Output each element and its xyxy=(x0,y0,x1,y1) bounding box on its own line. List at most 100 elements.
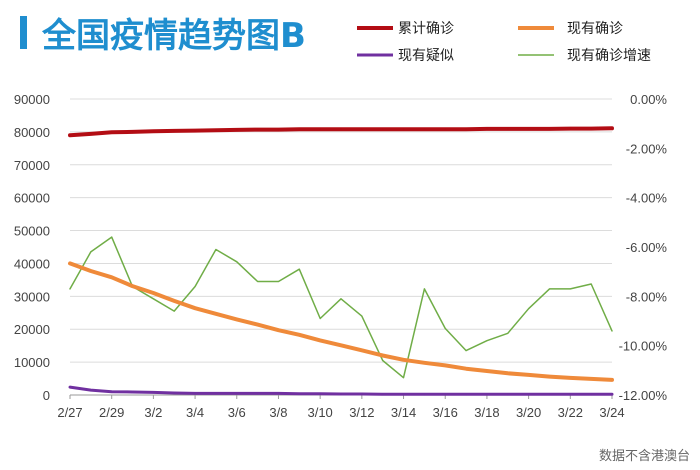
data-point xyxy=(382,128,384,130)
data-point xyxy=(257,281,259,283)
data-point xyxy=(278,329,280,331)
data-point xyxy=(111,131,113,133)
data-point xyxy=(486,340,488,342)
left-tick-label: 10000 xyxy=(14,355,50,370)
x-tick-label: 3/18 xyxy=(474,405,499,420)
data-point xyxy=(319,128,321,130)
data-point xyxy=(298,268,300,270)
data-point xyxy=(403,128,405,130)
data-point xyxy=(90,270,92,272)
data-point xyxy=(173,310,175,312)
data-point xyxy=(340,344,342,346)
right-tick-label: -6.00% xyxy=(626,240,668,255)
left-tick-label: 90000 xyxy=(14,92,50,107)
series-line-2 xyxy=(68,385,614,396)
legend-label-suspected: 现有疑似 xyxy=(398,48,454,64)
data-point xyxy=(90,251,92,253)
data-point xyxy=(361,349,363,351)
x-tick-label: 3/14 xyxy=(391,405,416,420)
data-point xyxy=(215,129,217,131)
data-point xyxy=(465,128,467,130)
data-point xyxy=(590,378,592,380)
data-point xyxy=(173,392,175,394)
legend: 累计确诊 现有确诊 现有疑似 现有确诊增速 xyxy=(357,21,651,64)
data-point xyxy=(194,392,196,394)
data-point xyxy=(69,134,71,136)
data-point xyxy=(611,393,613,395)
data-point xyxy=(257,392,259,394)
data-point xyxy=(423,288,425,290)
x-tick-label: 3/6 xyxy=(228,405,246,420)
x-tick-label: 3/20 xyxy=(516,405,541,420)
data-point xyxy=(278,129,280,131)
data-point xyxy=(236,318,238,320)
data-point xyxy=(215,249,217,251)
data-point xyxy=(465,350,467,352)
data-point xyxy=(236,392,238,394)
data-point xyxy=(194,130,196,132)
x-tick-label: 3/8 xyxy=(269,405,287,420)
source-note: 数据不含港澳台 xyxy=(599,448,690,464)
data-point xyxy=(257,324,259,326)
data-point xyxy=(486,393,488,395)
data-point xyxy=(194,286,196,288)
data-point xyxy=(152,292,154,294)
data-point xyxy=(111,391,113,393)
data-point xyxy=(569,288,571,290)
data-point xyxy=(173,300,175,302)
series-lines xyxy=(68,126,614,396)
data-point xyxy=(507,128,509,130)
data-point xyxy=(403,393,405,395)
data-point xyxy=(569,377,571,379)
right-axis-ticks: 0.00% -2.00% -4.00% -6.00% -8.00% -10.00% -12.… xyxy=(619,92,668,403)
data-point xyxy=(152,298,154,300)
data-point xyxy=(215,313,217,315)
data-point xyxy=(90,133,92,135)
data-point xyxy=(236,129,238,131)
data-point xyxy=(590,393,592,395)
data-point xyxy=(319,339,321,341)
legend-label-cumulative: 累计确诊 xyxy=(398,21,454,37)
left-tick-label: 60000 xyxy=(14,191,50,206)
data-point xyxy=(590,128,592,130)
data-point xyxy=(132,391,134,393)
right-tick-label: -4.00% xyxy=(626,191,668,206)
series-line-0 xyxy=(68,126,614,138)
data-point xyxy=(444,364,446,366)
data-point xyxy=(69,386,71,388)
data-point xyxy=(340,393,342,395)
x-tick-label: 3/4 xyxy=(186,405,204,420)
data-point xyxy=(569,128,571,130)
x-tick-label: 3/22 xyxy=(558,405,583,420)
title-accent-bar xyxy=(20,16,27,49)
data-point xyxy=(173,130,175,132)
left-tick-label: 20000 xyxy=(14,322,50,337)
data-point xyxy=(444,393,446,395)
data-point xyxy=(298,334,300,336)
series-line-1 xyxy=(68,261,614,382)
data-point xyxy=(528,393,530,395)
data-point xyxy=(340,128,342,130)
data-point xyxy=(507,332,509,334)
x-tick-label: 3/16 xyxy=(433,405,458,420)
data-point xyxy=(382,360,384,362)
chart-title: 全国疫情趋势图B xyxy=(41,16,306,56)
data-point xyxy=(549,288,551,290)
data-point xyxy=(403,377,405,379)
left-tick-label: 0 xyxy=(43,388,50,403)
data-point xyxy=(257,129,259,131)
x-tick-label: 2/29 xyxy=(99,405,124,420)
data-point xyxy=(319,393,321,395)
data-point xyxy=(319,318,321,320)
data-point xyxy=(444,327,446,329)
data-point xyxy=(611,330,613,332)
data-point xyxy=(152,391,154,393)
data-point xyxy=(382,393,384,395)
data-point xyxy=(528,374,530,376)
data-point xyxy=(152,130,154,132)
x-tick-label: 3/12 xyxy=(349,405,374,420)
left-axis-ticks: 90000 80000 70000 60000 50000 40000 30000 20000… xyxy=(14,92,50,403)
data-point xyxy=(549,128,551,130)
data-point xyxy=(298,393,300,395)
